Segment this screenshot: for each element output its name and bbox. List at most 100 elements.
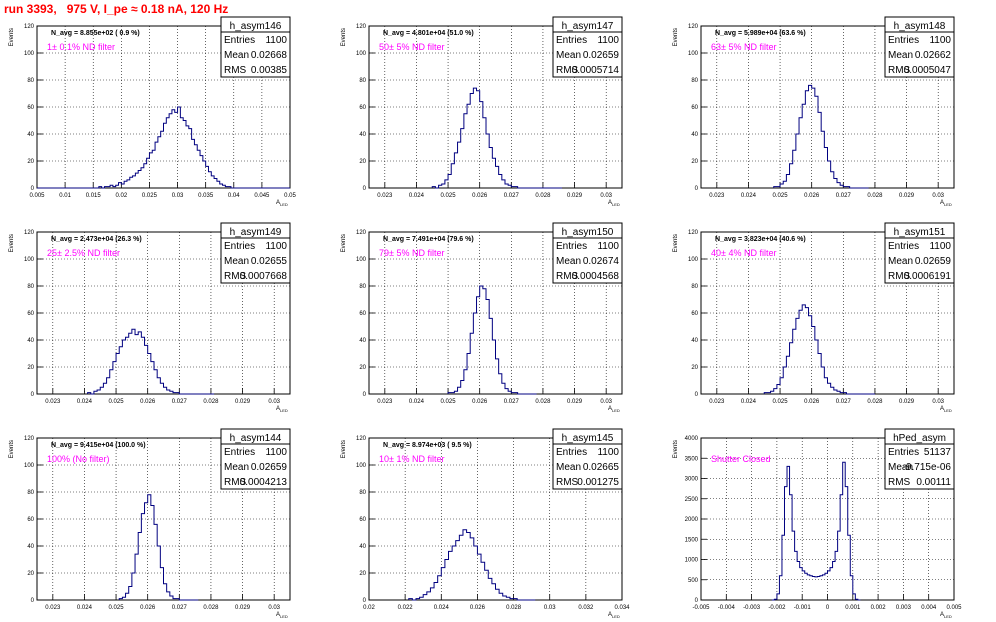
y-tick-label: 120 xyxy=(356,436,367,442)
y-tick-label: 40 xyxy=(27,338,34,344)
stats-value: 0.0005714 xyxy=(572,65,620,76)
stats-value: 0.00111 xyxy=(916,477,951,488)
y-axis-label: Events xyxy=(341,440,347,458)
x-tick-label: 0.03 xyxy=(932,193,944,199)
stats-value: 1100 xyxy=(265,447,287,458)
y-tick-label: 80 xyxy=(359,490,366,496)
stats-value: 1100 xyxy=(265,35,287,46)
stats-value: 0.0007668 xyxy=(240,271,288,282)
y-tick-label: 3500 xyxy=(685,456,699,462)
stats-label: Mean xyxy=(888,462,913,473)
stats-value: 1100 xyxy=(597,447,619,458)
x-tick-label: 0.027 xyxy=(172,605,188,611)
y-tick-label: 120 xyxy=(24,230,35,236)
stats-title: h_asym148 xyxy=(894,21,946,32)
x-tick-label: 0.03 xyxy=(544,605,556,611)
navg-label: N_avg = 3.823e+04 (40.6 %) xyxy=(715,236,806,243)
x-tick-label: 0.004 xyxy=(921,605,937,611)
y-tick-label: 0 xyxy=(31,598,35,604)
plot-frame xyxy=(368,25,623,189)
y-tick-label: 120 xyxy=(356,24,367,30)
x-tick-label: 0.025 xyxy=(109,605,125,611)
stats-label: Entries xyxy=(556,241,587,252)
y-tick-label: 80 xyxy=(27,490,34,496)
x-axis-label: ALED xyxy=(608,200,620,207)
x-tick-label: 0.01 xyxy=(59,193,71,199)
stats-box xyxy=(220,443,291,490)
x-tick-label: 0.03 xyxy=(268,605,280,611)
stats-value: 51137 xyxy=(924,447,952,458)
histogram-panel: 0.023 0.024 0.025 0.026 0.027 0.028 0.029 0.03 0… xyxy=(341,222,623,413)
navg-label: N_avg = 5.989e+04 (63.6 %) xyxy=(715,30,806,37)
filter-annotation: 63± 5% ND filter xyxy=(711,42,776,52)
stats-label: RMS xyxy=(888,271,911,282)
stats-value: -9.715e-06 xyxy=(903,462,952,473)
navg-label: N_avg = 8.855e+02 ( 0.9 %) xyxy=(51,30,140,37)
y-tick-label: 40 xyxy=(359,544,366,550)
y-tick-label: 0 xyxy=(695,186,699,192)
stats-title: h_asym147 xyxy=(562,21,614,32)
filter-annotation: 50± 5% ND filter xyxy=(379,42,444,52)
histogram-panel: 0.023 0.024 0.025 0.026 0.027 0.028 0.029 0.03 0… xyxy=(9,222,291,413)
x-tick-label: 0.024 xyxy=(77,399,93,405)
x-tick-label: 0.026 xyxy=(804,193,820,199)
x-tick-label: 0.026 xyxy=(472,193,488,199)
stats-label: Mean xyxy=(556,50,581,61)
x-tick-label: 0.024 xyxy=(741,193,757,199)
x-axis-label: ALED xyxy=(276,612,288,619)
stats-value: 0.02655 xyxy=(251,256,288,267)
stats-title: h_asym149 xyxy=(230,227,282,238)
stats-value: 0.02659 xyxy=(915,256,952,267)
x-axis-label: ALED xyxy=(940,406,952,413)
stats-value: 1100 xyxy=(265,241,287,252)
stats-label: Mean xyxy=(224,256,249,267)
histogram-panel: -0.005 -0.004 -0.003 -0.002 -0.001 0 0.001 0.00… xyxy=(673,428,962,619)
stats-label: RMS xyxy=(888,65,911,76)
y-tick-label: 40 xyxy=(691,338,698,344)
filter-annotation: 10± 1% ND filter xyxy=(379,454,444,464)
stats-value: 0.02668 xyxy=(251,50,288,61)
x-tick-label: 0.029 xyxy=(567,193,583,199)
histogram-panel: 0.023 0.024 0.025 0.026 0.027 0.028 0.029 0.03 0… xyxy=(341,16,623,207)
y-tick-label: 80 xyxy=(691,284,698,290)
y-tick-label: 100 xyxy=(24,257,35,263)
x-tick-label: 0.028 xyxy=(867,399,883,405)
stats-label: Mean xyxy=(888,256,913,267)
x-tick-label: 0.027 xyxy=(172,399,188,405)
stats-box xyxy=(552,443,623,490)
histogram-line xyxy=(37,106,290,189)
x-tick-label: 0.05 xyxy=(284,193,296,199)
x-tick-label: 0.023 xyxy=(45,605,61,611)
x-tick-label: 0.005 xyxy=(29,193,45,199)
stats-title: hPed_asym xyxy=(893,433,946,444)
x-tick-label: -0.004 xyxy=(718,605,736,611)
y-tick-label: 100 xyxy=(688,257,699,263)
stats-label: Entries xyxy=(888,241,919,252)
histogram-panel: 0.023 0.024 0.025 0.026 0.027 0.028 0.029 0.03 0… xyxy=(673,222,955,413)
stats-label: Mean xyxy=(556,462,581,473)
stats-title: h_asym146 xyxy=(230,21,282,32)
y-tick-label: 20 xyxy=(359,365,366,371)
x-axis-label: ALED xyxy=(276,406,288,413)
stats-value: 0.001275 xyxy=(577,477,619,488)
x-tick-label: 0.03 xyxy=(600,399,612,405)
x-tick-label: 0.024 xyxy=(409,193,425,199)
navg-label: N_avg = 7.491e+04 (79.6 %) xyxy=(383,236,474,243)
x-tick-label: 0.025 xyxy=(773,399,789,405)
x-tick-label: 0.028 xyxy=(203,605,219,611)
stats-box xyxy=(552,237,623,284)
stats-label: Entries xyxy=(224,447,255,458)
x-tick-label: 0.022 xyxy=(398,605,414,611)
histogram-panel: 0.005 0.01 0.015 0.02 0.025 0.03 0.035 0.04 0.04… xyxy=(9,16,296,207)
y-tick-label: 60 xyxy=(27,311,34,317)
stats-label: RMS xyxy=(224,271,247,282)
x-tick-label: 0.025 xyxy=(441,193,457,199)
x-tick-label: 0.029 xyxy=(235,605,251,611)
x-tick-label: 0.025 xyxy=(773,193,789,199)
stats-value: 0.0004568 xyxy=(572,271,620,282)
stats-value: 0.0005047 xyxy=(904,65,952,76)
navg-label: N_avg = 9.415e+04 (100.0 %) xyxy=(51,442,146,449)
stats-title: h_asym145 xyxy=(562,433,614,444)
y-tick-label: 500 xyxy=(688,578,699,584)
stats-value: 1100 xyxy=(929,35,951,46)
